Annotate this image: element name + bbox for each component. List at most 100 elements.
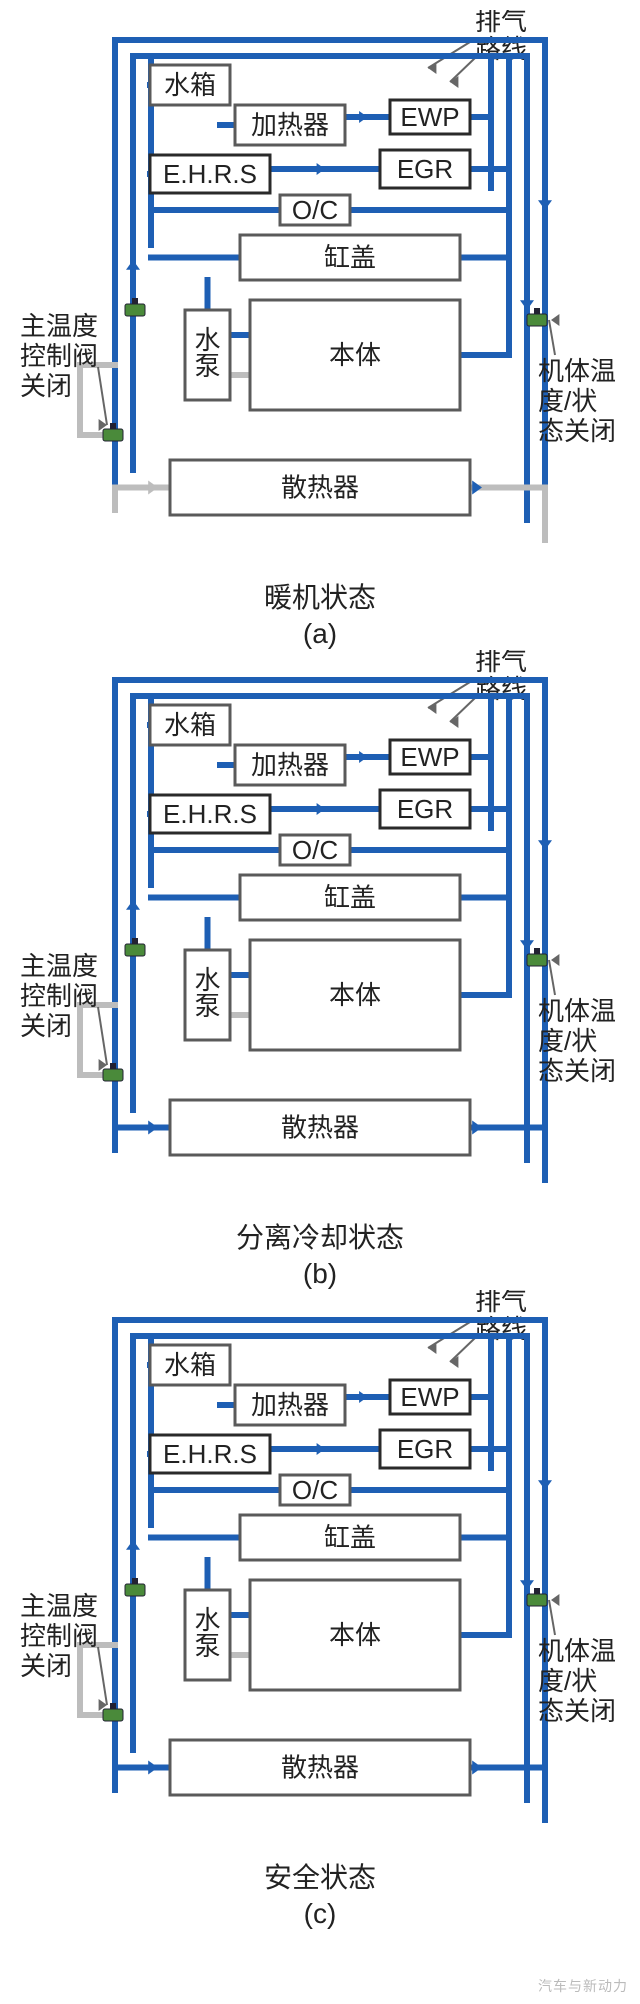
- body-box: 本体: [250, 940, 460, 1050]
- oc-box: O/C: [280, 1475, 350, 1505]
- pump-box: 水泵: [185, 310, 230, 400]
- watermark: 汽车与新动力: [538, 1976, 628, 1996]
- ewp-box: EWP: [390, 1380, 470, 1414]
- egr-box: EGR: [380, 790, 470, 828]
- svg-text:加热器: 加热器: [251, 110, 329, 140]
- svg-text:EWP: EWP: [400, 1382, 459, 1412]
- svg-text:控制阀: 控制阀: [20, 1621, 98, 1651]
- head-box: 缸盖: [240, 1515, 460, 1560]
- svg-text:态关闭: 态关闭: [538, 1696, 616, 1726]
- tank-box: 水箱: [150, 705, 230, 745]
- svg-text:缸盖: 缸盖: [324, 242, 376, 272]
- svg-text:排气: 排气: [475, 1290, 527, 1316]
- svg-text:散热器: 散热器: [281, 1112, 359, 1142]
- svg-text:缸盖: 缸盖: [324, 1522, 376, 1552]
- radiator-box: 散热器: [170, 460, 470, 515]
- panel-caption: 安全状态: [20, 1856, 620, 1896]
- svg-text:EGR: EGR: [397, 154, 453, 184]
- svg-text:度/状: 度/状: [538, 1666, 597, 1696]
- svg-text:E.H.R.S: E.H.R.S: [163, 159, 257, 189]
- svg-text:主温度: 主温度: [20, 311, 98, 341]
- ehrs-box: E.H.R.S: [150, 155, 270, 193]
- panel-subcaption: (a): [20, 618, 620, 650]
- svg-text:泵: 泵: [194, 991, 220, 1021]
- pump-box: 水泵: [185, 1590, 230, 1680]
- svg-text:水箱: 水箱: [164, 710, 216, 740]
- svg-text:关闭: 关闭: [20, 371, 72, 401]
- svg-text:机体温: 机体温: [538, 356, 616, 386]
- head-box: 缸盖: [240, 235, 460, 280]
- svg-text:本体: 本体: [329, 340, 381, 370]
- svg-text:O/C: O/C: [292, 195, 338, 225]
- diagram-panel: 排气路线水箱加热器 EWP E.H.R.S EGR O/C 缸盖水泵 本体散热器 主温度控制阀…: [20, 1290, 620, 1890]
- svg-text:态关闭: 态关闭: [538, 1056, 616, 1086]
- tank-box: 水箱: [150, 65, 230, 105]
- oc-box: O/C: [280, 835, 350, 865]
- svg-text:O/C: O/C: [292, 835, 338, 865]
- svg-text:缸盖: 缸盖: [324, 882, 376, 912]
- svg-text:度/状: 度/状: [538, 1026, 597, 1056]
- diagram-panel: 排气路线水箱加热器 EWP E.H.R.S EGR O/C 缸盖水泵 本体散热器 主温度控制阀…: [20, 10, 620, 610]
- svg-text:E.H.R.S: E.H.R.S: [163, 799, 257, 829]
- svg-text:泵: 泵: [194, 351, 220, 381]
- exhaust-label: 排气路线: [428, 1290, 527, 1368]
- svg-text:排气: 排气: [475, 650, 527, 676]
- svg-text:散热器: 散热器: [281, 1752, 359, 1782]
- egr-box: EGR: [380, 150, 470, 188]
- svg-text:EGR: EGR: [397, 794, 453, 824]
- panel-subcaption: (c): [20, 1898, 620, 1930]
- svg-text:关闭: 关闭: [20, 1651, 72, 1681]
- svg-text:水箱: 水箱: [164, 70, 216, 100]
- svg-text:水箱: 水箱: [164, 1350, 216, 1380]
- svg-text:控制阀: 控制阀: [20, 981, 98, 1011]
- radiator-box: 散热器: [170, 1740, 470, 1795]
- svg-text:度/状: 度/状: [538, 386, 597, 416]
- svg-text:O/C: O/C: [292, 1475, 338, 1505]
- body-temp-label: 机体温度/状态关闭: [538, 996, 616, 1086]
- panel-caption: 暖机状态: [20, 576, 620, 616]
- svg-text:机体温: 机体温: [538, 1636, 616, 1666]
- head-box: 缸盖: [240, 875, 460, 920]
- body-temp-label: 机体温度/状态关闭: [538, 356, 616, 446]
- main-valve-label: 主温度控制阀关闭: [20, 311, 107, 431]
- main-valve-label: 主温度控制阀关闭: [20, 1591, 107, 1711]
- valve-icon: [125, 298, 145, 316]
- heater-box: 加热器: [235, 105, 345, 145]
- svg-text:控制阀: 控制阀: [20, 341, 98, 371]
- svg-text:态关闭: 态关闭: [538, 416, 616, 446]
- body-box: 本体: [250, 1580, 460, 1690]
- svg-text:散热器: 散热器: [281, 472, 359, 502]
- svg-text:机体温: 机体温: [538, 996, 616, 1026]
- heater-box: 加热器: [235, 1385, 345, 1425]
- ehrs-box: E.H.R.S: [150, 1435, 270, 1473]
- valve-icon: [125, 938, 145, 956]
- radiator-box: 散热器: [170, 1100, 470, 1155]
- tank-box: 水箱: [150, 1345, 230, 1385]
- svg-text:排气: 排气: [475, 10, 527, 36]
- heater-box: 加热器: [235, 745, 345, 785]
- svg-text:泵: 泵: [194, 1631, 220, 1661]
- svg-text:EWP: EWP: [400, 742, 459, 772]
- svg-text:EGR: EGR: [397, 1434, 453, 1464]
- egr-box: EGR: [380, 1430, 470, 1468]
- svg-text:加热器: 加热器: [251, 1390, 329, 1420]
- svg-text:EWP: EWP: [400, 102, 459, 132]
- exhaust-label: 排气路线: [428, 650, 527, 728]
- body-temp-label: 机体温度/状态关闭: [538, 1636, 616, 1726]
- body-box: 本体: [250, 300, 460, 410]
- valve-icon: [125, 1578, 145, 1596]
- svg-text:加热器: 加热器: [251, 750, 329, 780]
- svg-text:关闭: 关闭: [20, 1011, 72, 1041]
- ehrs-box: E.H.R.S: [150, 795, 270, 833]
- ewp-box: EWP: [390, 740, 470, 774]
- oc-box: O/C: [280, 195, 350, 225]
- ewp-box: EWP: [390, 100, 470, 134]
- svg-text:主温度: 主温度: [20, 951, 98, 981]
- panel-subcaption: (b): [20, 1258, 620, 1290]
- svg-text:本体: 本体: [329, 1620, 381, 1650]
- diagram-panel: 排气路线水箱加热器EWPE.H.R.SEGRO/C缸盖水泵本体散热器主温度控制阀…: [20, 650, 620, 1250]
- svg-text:E.H.R.S: E.H.R.S: [163, 1439, 257, 1469]
- exhaust-label: 排气路线: [428, 10, 527, 88]
- panel-caption: 分离冷却状态: [20, 1216, 620, 1256]
- svg-text:本体: 本体: [329, 980, 381, 1010]
